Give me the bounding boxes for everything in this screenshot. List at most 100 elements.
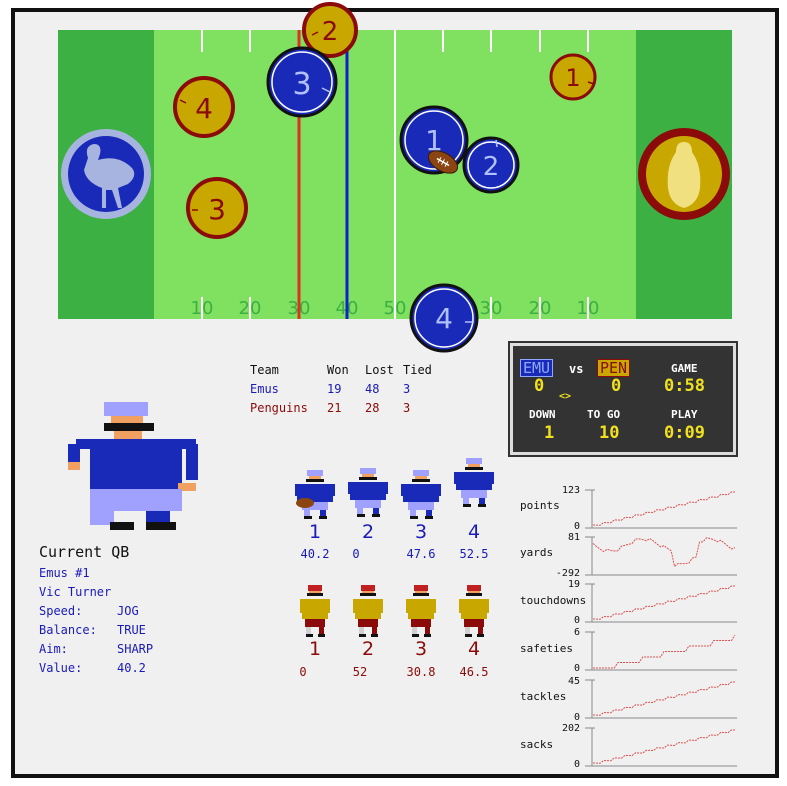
emu-player-3-token[interactable]: 3 xyxy=(266,46,338,118)
metric-sparkline xyxy=(592,585,736,620)
team-name: Emus xyxy=(250,382,279,396)
metric-min: 0 xyxy=(573,521,580,532)
penguin-player-1-token[interactable]: 1 xyxy=(549,53,597,101)
qb-name: Vic Turner xyxy=(39,585,112,599)
penguin-roster-value: 46.5 xyxy=(459,665,489,679)
metric-max: 81 xyxy=(567,532,580,543)
metric-label: tackles xyxy=(520,690,567,703)
svg-text:3: 3 xyxy=(208,193,226,226)
yard-labels: 10 20 30 40 50 30 20 10 xyxy=(191,298,600,319)
penguin-icon xyxy=(638,128,730,220)
emu-roster-value: 47.6 xyxy=(406,547,436,561)
penguin-roster-value: 52 xyxy=(352,665,368,679)
current-qb-panel: Current QB Emus #1 Vic Turner Speed: JOG … xyxy=(39,542,153,678)
scoreboard: EMU vs PEN GAME 0 0 0:58 <> DOWN TO GO P… xyxy=(508,341,738,457)
yard-label: 30 xyxy=(480,298,503,319)
speed-label: Speed: xyxy=(39,604,83,618)
metric-min: 0 xyxy=(573,712,580,723)
metric-label: safeties xyxy=(520,642,573,655)
vs-label: vs xyxy=(569,362,584,376)
emu-roster-num: 3 xyxy=(414,521,428,543)
penguin-player-sprite xyxy=(406,585,436,637)
penguin-player-2-token[interactable]: 2 xyxy=(302,2,358,58)
metric-min: 0 xyxy=(573,663,580,674)
home-team-badge: EMU xyxy=(520,359,554,377)
qb-value: Value: 40.2 xyxy=(39,659,153,678)
speed-value: JOG xyxy=(117,604,139,618)
qb-speed: Speed: JOG xyxy=(39,602,153,621)
won-count: 19 xyxy=(327,382,342,396)
svg-text:2: 2 xyxy=(483,152,500,182)
standings-table: Team Won Lost Tied Emus 19 48 3 Penguins 21 28 3 xyxy=(250,361,441,418)
svg-text:4: 4 xyxy=(435,302,453,335)
metric-sparkline xyxy=(592,681,736,716)
tied-count: 3 xyxy=(403,401,411,415)
value-value: 40.2 xyxy=(117,661,146,675)
standings-header: Team Won Lost Tied xyxy=(250,361,441,380)
metric-min: 0 xyxy=(573,615,580,626)
emu-player-sprite xyxy=(348,468,388,517)
won-count: 21 xyxy=(327,401,342,415)
penguin-roster-num: 4 xyxy=(467,638,481,660)
svg-text:4: 4 xyxy=(195,92,213,125)
svg-text:3: 3 xyxy=(292,67,311,102)
metric-max: 123 xyxy=(561,485,580,496)
yard-label: 10 xyxy=(577,298,600,319)
metric-label: yards xyxy=(520,546,554,559)
emu-player-sprite xyxy=(401,470,441,519)
value-label: Value: xyxy=(39,661,83,675)
away-team-badge: PEN xyxy=(597,359,631,377)
football-icon[interactable] xyxy=(425,146,462,178)
metric-max: 202 xyxy=(561,723,580,734)
emu-roster-value: 52.5 xyxy=(459,547,489,561)
emu-player-4-token[interactable]: 4 xyxy=(409,283,479,353)
play-clock-label: PLAY xyxy=(671,408,698,421)
standings-row-emus: Emus 19 48 3 xyxy=(250,380,441,399)
penguin-roster-value: 30.8 xyxy=(406,665,436,679)
yard-label: 20 xyxy=(239,298,262,319)
emu-player-2-token[interactable]: 2 xyxy=(462,136,520,194)
metric-min: 0 xyxy=(573,759,580,770)
emu-roster-num: 4 xyxy=(467,521,481,543)
metric-label: touchdowns xyxy=(520,594,587,607)
emu-roster-sprites xyxy=(295,458,494,519)
penguin-roster-sprites xyxy=(300,585,489,637)
standings-row-penguins: Penguins 21 28 3 xyxy=(250,399,441,418)
football-icon xyxy=(296,498,314,508)
penguin-player-sprite xyxy=(300,585,330,637)
balance-label: Balance: xyxy=(39,623,97,637)
penguin-player-sprite xyxy=(353,585,383,637)
emu-icon xyxy=(61,129,151,219)
emu-roster-num: 1 xyxy=(308,521,322,543)
svg-text:1: 1 xyxy=(425,124,443,157)
header-lost: Lost xyxy=(365,363,394,377)
penguin-roster-num: 1 xyxy=(308,638,322,660)
emu-player-sprite xyxy=(454,458,494,507)
penguin-roster-num: 2 xyxy=(361,638,375,660)
possession-indicator: <> xyxy=(559,391,572,402)
qb-aim: Aim: SHARP xyxy=(39,640,153,659)
svg-text:1: 1 xyxy=(565,64,580,92)
yard-label: 10 xyxy=(191,298,214,319)
game-clock: 0:58 xyxy=(664,376,705,396)
metric-label: points xyxy=(520,499,560,512)
penguin-player-3-token[interactable]: 3 xyxy=(186,177,248,239)
emu-roster-num: 2 xyxy=(361,521,375,543)
game-clock-label: GAME xyxy=(671,362,698,375)
team-name: Penguins xyxy=(250,401,308,415)
penguin-roster-num: 3 xyxy=(414,638,428,660)
current-qb-sprite xyxy=(68,402,198,530)
lost-count: 28 xyxy=(365,401,380,415)
home-score: 0 xyxy=(534,376,545,396)
metric-max: 6 xyxy=(573,627,580,638)
metric-sparkline xyxy=(592,537,736,568)
penguin-player-sprite xyxy=(459,585,489,637)
penguin-player-4-token[interactable]: 4 xyxy=(173,76,235,138)
balance-value: TRUE xyxy=(117,623,146,637)
metric-sparkline xyxy=(592,491,736,526)
qb-team-line: Emus #1 xyxy=(39,566,90,580)
metric-max: 19 xyxy=(567,579,580,590)
svg-text:2: 2 xyxy=(322,17,339,47)
qb-title: Current QB xyxy=(39,543,130,561)
